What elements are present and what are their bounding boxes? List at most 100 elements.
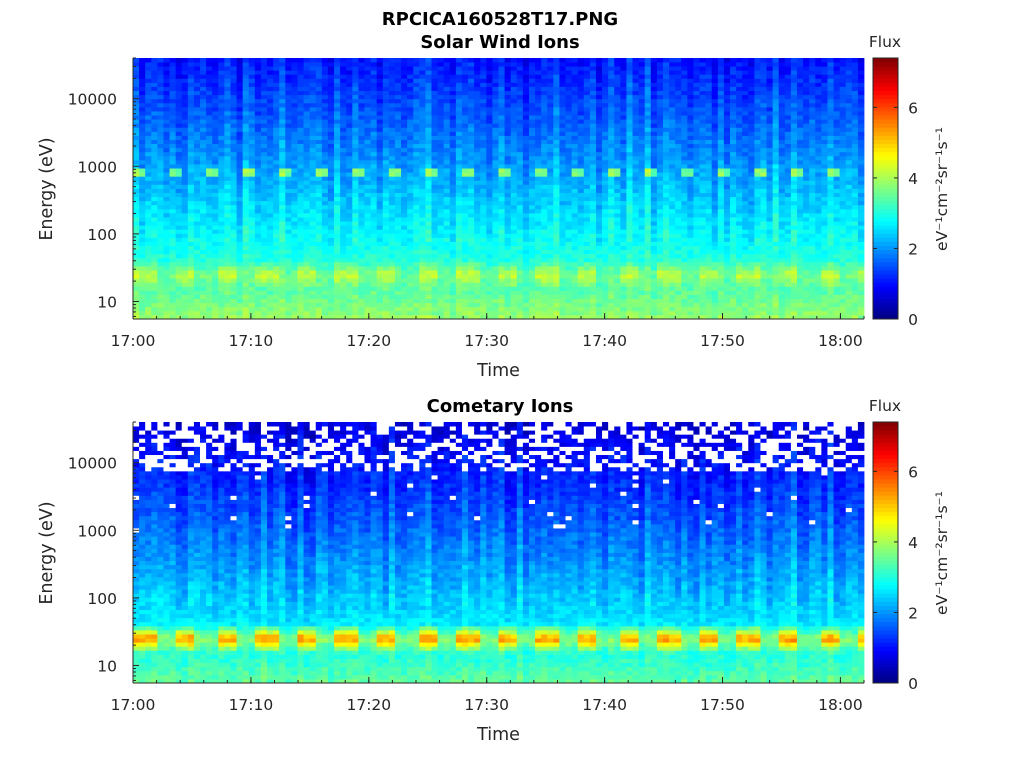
heatmap-cell (145, 212, 152, 218)
heatmap-cell (760, 164, 767, 169)
heatmap-cell (468, 196, 475, 202)
heatmap-cell (650, 172, 658, 177)
heatmap-cell (602, 286, 609, 291)
heatmap-cell (821, 274, 828, 279)
heatmap-cell (401, 151, 408, 157)
heatmap-cell (748, 159, 755, 165)
heatmap-cell (577, 208, 585, 214)
heatmap-cell (602, 172, 609, 177)
heatmap-cell (656, 221, 664, 226)
heatmap-cell (321, 237, 329, 242)
heatmap-cell (401, 265, 408, 271)
heatmap-cell (260, 306, 268, 312)
heatmap-cell (778, 200, 786, 206)
heatmap-cell (468, 192, 475, 198)
heatmap-cell (717, 151, 725, 157)
heatmap-cell (583, 265, 591, 271)
heatmap-cell (547, 302, 554, 308)
heatmap-cell (260, 229, 268, 234)
heatmap-cell (327, 147, 335, 153)
heatmap-cell (748, 294, 755, 300)
heatmap-cell (535, 278, 542, 283)
heatmap-cell (796, 208, 804, 214)
heatmap-cell (419, 196, 426, 202)
heatmap-cell (699, 298, 707, 304)
heatmap-cell (571, 233, 579, 238)
heatmap-cell (723, 278, 731, 283)
heatmap-cell (669, 237, 676, 242)
heatmap-cell (163, 176, 170, 181)
heatmap-cell (169, 257, 177, 263)
heatmap-cell (723, 176, 731, 181)
heatmap-cell (498, 237, 505, 242)
heatmap-cell (303, 257, 311, 263)
heatmap-cell (291, 249, 298, 255)
heatmap-cell (717, 225, 725, 230)
heatmap-cell (468, 180, 475, 185)
heatmap-cell (157, 188, 164, 193)
heatmap-cell (297, 257, 304, 263)
heatmap-cell (833, 159, 841, 165)
heatmap-cell (315, 302, 323, 308)
heatmap-cell (656, 225, 664, 230)
heatmap-cell (218, 176, 225, 181)
heatmap-cell (790, 200, 798, 206)
heatmap-cell (334, 241, 341, 246)
heatmap-cell (334, 168, 341, 173)
heatmap-cell (224, 294, 231, 300)
heatmap-cell (857, 298, 865, 304)
heatmap-cell (766, 164, 774, 169)
heatmap-cell (388, 237, 396, 242)
heatmap-cell (522, 270, 530, 275)
heatmap-cell (577, 237, 585, 242)
heatmap-cell (772, 298, 780, 304)
heatmap-cell (577, 294, 585, 300)
heatmap-cell (297, 200, 304, 206)
heatmap-cell (632, 241, 640, 246)
heatmap-cell (669, 204, 676, 210)
heatmap-cell (784, 176, 792, 181)
heatmap-cell (151, 151, 158, 157)
heatmap-cell (139, 265, 146, 271)
heatmap-cell (260, 298, 268, 304)
heatmap-cell (474, 294, 481, 300)
heatmap-cell (778, 233, 786, 238)
heatmap-cell (717, 274, 725, 279)
heatmap-cell (565, 306, 572, 312)
heatmap-cell (346, 200, 353, 206)
heatmap-cell (614, 294, 621, 300)
heatmap-cell (480, 180, 487, 185)
heatmap-cell (644, 208, 652, 214)
heatmap-cell (486, 155, 493, 161)
heatmap-cell (589, 265, 597, 271)
heatmap-cell (516, 229, 524, 234)
heatmap-cell (711, 217, 719, 222)
heatmap-cell (133, 310, 140, 316)
heatmap-cell (729, 257, 737, 263)
heatmap-cell (279, 164, 286, 169)
heatmap-cell (236, 261, 244, 267)
heatmap-cell (675, 225, 682, 230)
heatmap-cell (656, 278, 664, 283)
heatmap-cell (291, 172, 298, 177)
heatmap-cell (504, 208, 512, 214)
heatmap-cell (358, 298, 365, 304)
heatmap-cell (760, 159, 767, 165)
heatmap-cell (297, 286, 304, 291)
heatmap-cell (736, 221, 743, 226)
heatmap-cell (370, 286, 378, 291)
heatmap-cell (376, 217, 384, 222)
heatmap-cell (309, 274, 317, 279)
heatmap-cell (614, 253, 621, 259)
heatmap-cell (273, 147, 280, 153)
heatmap-cell (845, 184, 853, 189)
heatmap-cell (200, 282, 207, 287)
heatmap-cell (577, 147, 585, 153)
heatmap-cell (809, 270, 816, 275)
heatmap-cell (370, 200, 378, 206)
heatmap-cell (443, 221, 451, 226)
heatmap-cell (327, 257, 335, 263)
heatmap-cell (486, 204, 493, 210)
heatmap-cell (656, 204, 664, 210)
heatmap-cell (181, 212, 189, 218)
